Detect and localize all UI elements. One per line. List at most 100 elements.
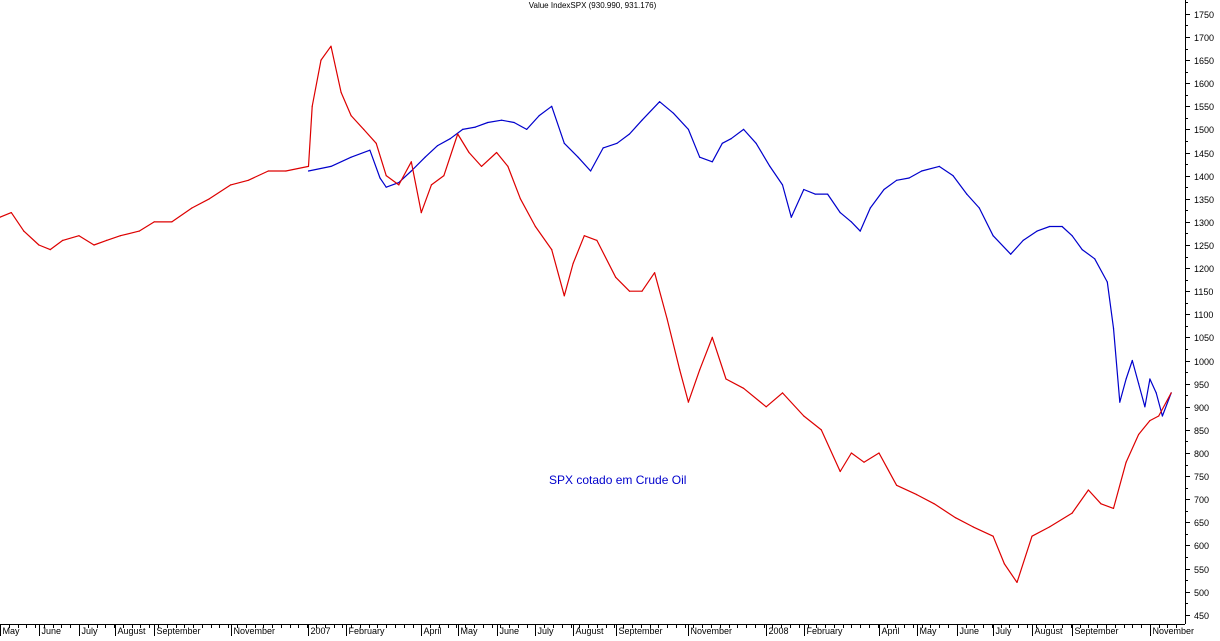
data-point-spx (1061, 225, 1063, 228)
x-tick-label: July (82, 626, 99, 636)
data-point-spx (1071, 235, 1073, 237)
data-point-spx (1125, 378, 1127, 380)
data-point-spx (755, 142, 757, 144)
y-tick-label: 950 (1194, 380, 1209, 390)
data-point-spx-cotado-em-crude-oil (1170, 392, 1172, 394)
data-point-spx (769, 165, 771, 167)
data-point-spx-cotado-em-crude-oil (628, 290, 631, 292)
data-point-spx-cotado-em-crude-oil (572, 262, 574, 265)
data-point-spx-cotado-em-crude-oil (916, 494, 918, 496)
data-point-spx (938, 165, 940, 167)
y-tick-label: 1100 (1194, 310, 1213, 320)
data-point-spx-cotado-em-crude-oil (443, 175, 445, 177)
data-point-spx (641, 119, 643, 121)
data-point-spx-cotado-em-crude-oil (699, 369, 701, 371)
data-point-spx (672, 112, 675, 114)
data-point-spx-cotado-em-crude-oil (340, 91, 342, 93)
data-point-spx (385, 186, 387, 188)
y-tick-label: 1450 (1194, 149, 1214, 159)
x-tick-label: May (461, 626, 479, 636)
data-point-spx (869, 207, 871, 209)
data-point-spx-cotado-em-crude-oil (49, 249, 51, 251)
data-point-spx-cotado-em-crude-oil (1003, 563, 1006, 565)
data-point-spx (978, 207, 980, 209)
data-point-spx-cotado-em-crude-oil (1138, 433, 1140, 436)
data-point-spx (307, 170, 310, 172)
data-point-spx (687, 128, 690, 130)
data-point-spx-cotado-em-crude-oil (1125, 461, 1127, 463)
data-point-spx (449, 138, 451, 140)
data-point-spx-cotado-em-crude-oil (119, 235, 121, 237)
data-point-spx (330, 165, 332, 167)
y-tick-label: 1650 (1194, 56, 1214, 66)
data-point-spx-cotado-em-crude-oil (743, 387, 745, 389)
data-point-spx (839, 212, 841, 214)
y-tick-label: 1600 (1194, 79, 1214, 89)
data-point-spx (827, 193, 829, 195)
data-point-spx-cotado-em-crude-oil (679, 369, 681, 371)
data-point-spx-cotado-em-crude-oil (596, 239, 598, 241)
data-point-spx (711, 161, 713, 163)
data-point-spx (790, 216, 792, 218)
data-point-spx-cotado-em-crude-oil (551, 249, 553, 251)
data-point-spx (1138, 383, 1140, 385)
data-point-spx-cotado-em-crude-oil (230, 184, 232, 186)
data-point-spx-cotado-em-crude-oil (420, 212, 422, 214)
data-point-spx-cotado-em-crude-oil (350, 115, 352, 117)
data-point-spx (1106, 281, 1108, 283)
y-tick-label: 850 (1194, 426, 1209, 436)
data-point-spx-cotado-em-crude-oil (1016, 581, 1018, 584)
data-point-spx (1010, 253, 1012, 255)
x-tick-label: February (807, 626, 844, 636)
series-annotation: SPX cotado em Crude Oil (549, 473, 687, 487)
data-point-spx (814, 193, 816, 195)
y-tick-label: 1350 (1194, 195, 1214, 205)
data-point-spx (781, 184, 784, 186)
x-tick-label: May (3, 626, 21, 636)
data-point-spx-cotado-em-crude-oil (666, 318, 668, 320)
data-point-spx-cotado-em-crude-oil (93, 244, 95, 246)
data-point-spx-cotado-em-crude-oil (1087, 489, 1089, 491)
data-point-spx (743, 128, 745, 130)
data-point-spx-cotado-em-crude-oil (457, 133, 459, 135)
data-point-spx-cotado-em-crude-oil (171, 221, 173, 223)
data-point-spx-cotado-em-crude-oil (725, 378, 727, 380)
data-point-spx-cotado-em-crude-oil (38, 244, 40, 246)
data-point-spx-cotado-em-crude-oil (468, 151, 470, 154)
data-point-spx-cotado-em-crude-oil (839, 470, 841, 473)
y-tick-label: 1050 (1194, 333, 1214, 343)
data-point-spx-cotado-em-crude-oil (820, 429, 822, 431)
x-tick-label: November (234, 626, 276, 636)
x-tick-label: June (500, 626, 520, 636)
data-point-spx-cotado-em-crude-oil (496, 151, 498, 154)
data-point-spx (551, 105, 553, 107)
y-tick-label: 800 (1194, 449, 1209, 459)
data-point-spx-cotado-em-crude-oil (954, 517, 957, 519)
data-point-spx (602, 147, 604, 149)
data-point-spx (721, 142, 723, 144)
data-point-spx-cotado-em-crude-oil (972, 526, 974, 528)
data-point-spx (501, 119, 503, 121)
y-tick-label: 700 (1194, 495, 1209, 505)
y-tick-label: 1400 (1194, 172, 1214, 182)
data-point-spx-cotado-em-crude-oil (711, 336, 713, 338)
data-point-spx (659, 101, 661, 103)
y-tick-label: 650 (1194, 518, 1209, 528)
x-tick-label: June (42, 626, 62, 636)
data-point-spx-cotado-em-crude-oil (375, 142, 377, 144)
data-point-spx (1094, 258, 1096, 260)
data-point-spx-cotado-em-crude-oil (385, 175, 387, 177)
data-point-spx-cotado-em-crude-oil (106, 239, 108, 241)
data-point-spx-cotado-em-crude-oil (687, 401, 690, 403)
x-tick-label: August (576, 626, 605, 636)
data-point-spx-cotado-em-crude-oil (896, 484, 898, 486)
y-tick-label: 1150 (1194, 287, 1213, 297)
data-point-spx-cotado-em-crude-oil (267, 170, 269, 172)
data-point-spx (474, 126, 476, 128)
data-point-spx-cotado-em-crude-oil (153, 221, 155, 223)
data-point-spx (896, 179, 898, 181)
data-point-spx (1049, 225, 1051, 228)
data-point-spx (699, 156, 701, 158)
data-point-spx-cotado-em-crude-oil (1149, 420, 1151, 422)
